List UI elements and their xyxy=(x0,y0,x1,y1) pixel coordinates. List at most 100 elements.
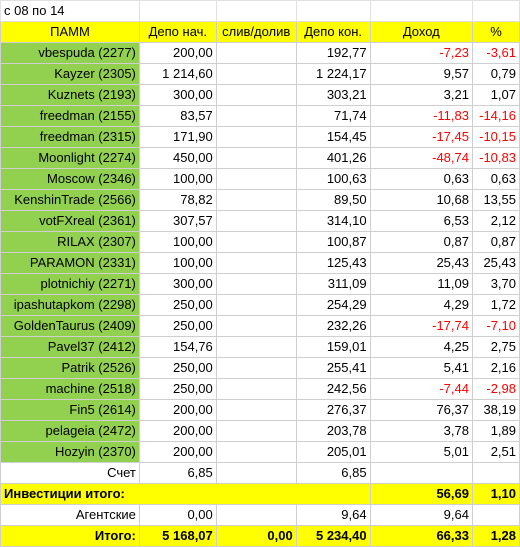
percent-cell[interactable]: 1,07 xyxy=(471,84,520,106)
depo-end-cell[interactable]: 100,87 xyxy=(295,231,371,253)
period-title[interactable]: с 08 по 14 xyxy=(0,0,140,22)
agent-sliv-doliv[interactable] xyxy=(215,504,297,526)
percent-cell[interactable]: 38,19 xyxy=(471,399,520,421)
depo-end-cell[interactable]: 401,26 xyxy=(295,147,371,169)
schet-income[interactable] xyxy=(369,462,473,484)
sliv-doliv-cell[interactable] xyxy=(215,147,297,169)
percent-cell[interactable]: 2,12 xyxy=(471,210,520,232)
sliv-doliv-cell[interactable] xyxy=(215,210,297,232)
sliv-doliv-cell[interactable] xyxy=(215,420,297,442)
sliv-doliv-cell[interactable] xyxy=(215,294,297,316)
total-label[interactable]: Итого: xyxy=(0,525,140,547)
total-end[interactable]: 5 234,40 xyxy=(295,525,371,547)
percent-cell[interactable]: -2,98 xyxy=(471,378,520,400)
percent-cell[interactable]: 0,79 xyxy=(471,63,520,85)
depo-end-cell[interactable]: 254,29 xyxy=(295,294,371,316)
sliv-doliv-cell[interactable] xyxy=(215,315,297,337)
pamm-name-cell[interactable]: freedman (2315) xyxy=(0,126,140,148)
depo-start-cell[interactable]: 200,00 xyxy=(138,441,217,463)
depo-end-cell[interactable]: 242,56 xyxy=(295,378,371,400)
schet-start[interactable]: 6,85 xyxy=(138,462,217,484)
depo-start-cell[interactable]: 250,00 xyxy=(138,357,217,379)
invest-total-income[interactable]: 56,69 xyxy=(369,483,473,505)
income-cell[interactable]: 76,37 xyxy=(369,399,473,421)
schet-end[interactable]: 6,85 xyxy=(295,462,371,484)
depo-start-cell[interactable]: 100,00 xyxy=(138,168,217,190)
total-percent[interactable]: 1,28 xyxy=(471,525,520,547)
depo-start-cell[interactable]: 154,76 xyxy=(138,336,217,358)
percent-cell[interactable]: 3,70 xyxy=(471,273,520,295)
depo-start-cell[interactable]: 200,00 xyxy=(138,420,217,442)
schet-sliv-doliv[interactable] xyxy=(215,462,297,484)
header-depo-end[interactable]: Депо кон. xyxy=(295,21,371,43)
depo-end-cell[interactable]: 205,01 xyxy=(295,441,371,463)
pamm-name-cell[interactable]: machine (2518) xyxy=(0,378,140,400)
agent-percent[interactable] xyxy=(471,504,520,526)
depo-end-cell[interactable]: 89,50 xyxy=(295,189,371,211)
percent-cell[interactable]: 1,72 xyxy=(471,294,520,316)
depo-end-cell[interactable]: 303,21 xyxy=(295,84,371,106)
sliv-doliv-cell[interactable] xyxy=(215,168,297,190)
total-income[interactable]: 66,33 xyxy=(369,525,473,547)
sliv-doliv-cell[interactable] xyxy=(215,105,297,127)
sliv-doliv-cell[interactable] xyxy=(215,357,297,379)
income-cell[interactable]: 3,21 xyxy=(369,84,473,106)
percent-cell[interactable]: -7,10 xyxy=(471,315,520,337)
percent-cell[interactable]: 2,75 xyxy=(471,336,520,358)
sliv-doliv-cell[interactable] xyxy=(215,273,297,295)
depo-start-cell[interactable]: 200,00 xyxy=(138,399,217,421)
sliv-doliv-cell[interactable] xyxy=(215,63,297,85)
depo-end-cell[interactable]: 154,45 xyxy=(295,126,371,148)
depo-end-cell[interactable]: 255,41 xyxy=(295,357,371,379)
pamm-name-cell[interactable]: votFXreal (2361) xyxy=(0,210,140,232)
income-cell[interactable]: 6,53 xyxy=(369,210,473,232)
depo-end-cell[interactable]: 276,37 xyxy=(295,399,371,421)
depo-end-cell[interactable]: 314,10 xyxy=(295,210,371,232)
invest-total-percent[interactable]: 1,10 xyxy=(471,483,520,505)
depo-start-cell[interactable]: 300,00 xyxy=(138,273,217,295)
depo-start-cell[interactable]: 100,00 xyxy=(138,252,217,274)
total-sliv-doliv[interactable]: 0,00 xyxy=(215,525,297,547)
income-cell[interactable]: 9,57 xyxy=(369,63,473,85)
sliv-doliv-cell[interactable] xyxy=(215,378,297,400)
sliv-doliv-cell[interactable] xyxy=(215,231,297,253)
header-depo-start[interactable]: Депо нач. xyxy=(138,21,217,43)
pamm-name-cell[interactable]: Hozyin (2370) xyxy=(0,441,140,463)
depo-start-cell[interactable]: 78,82 xyxy=(138,189,217,211)
percent-cell[interactable]: -10,83 xyxy=(471,147,520,169)
depo-start-cell[interactable]: 1 214,60 xyxy=(138,63,217,85)
agent-start[interactable]: 0,00 xyxy=(138,504,217,526)
income-cell[interactable]: -17,45 xyxy=(369,126,473,148)
depo-end-cell[interactable]: 232,26 xyxy=(295,315,371,337)
depo-start-cell[interactable]: 450,00 xyxy=(138,147,217,169)
sliv-doliv-cell[interactable] xyxy=(215,126,297,148)
header-percent[interactable]: % xyxy=(471,21,520,43)
pamm-name-cell[interactable]: Fin5 (2614) xyxy=(0,399,140,421)
header-income[interactable]: Доход xyxy=(369,21,473,43)
depo-end-cell[interactable]: 1 224,17 xyxy=(295,63,371,85)
depo-start-cell[interactable]: 83,57 xyxy=(138,105,217,127)
income-cell[interactable]: -17,74 xyxy=(369,315,473,337)
sliv-doliv-cell[interactable] xyxy=(215,441,297,463)
percent-cell[interactable]: -10,15 xyxy=(471,126,520,148)
sliv-doliv-cell[interactable] xyxy=(215,42,297,64)
depo-start-cell[interactable]: 171,90 xyxy=(138,126,217,148)
total-start[interactable]: 5 168,07 xyxy=(138,525,217,547)
sliv-doliv-cell[interactable] xyxy=(215,252,297,274)
pamm-name-cell[interactable]: GoldenTaurus (2409) xyxy=(0,315,140,337)
depo-end-cell[interactable]: 311,09 xyxy=(295,273,371,295)
pamm-name-cell[interactable]: pelageia (2472) xyxy=(0,420,140,442)
depo-end-cell[interactable]: 71,74 xyxy=(295,105,371,127)
depo-start-cell[interactable]: 200,00 xyxy=(138,42,217,64)
income-cell[interactable]: 4,29 xyxy=(369,294,473,316)
income-cell[interactable]: 4,25 xyxy=(369,336,473,358)
income-cell[interactable]: 10,68 xyxy=(369,189,473,211)
income-cell[interactable]: -7,44 xyxy=(369,378,473,400)
depo-end-cell[interactable]: 125,43 xyxy=(295,252,371,274)
depo-start-cell[interactable]: 100,00 xyxy=(138,231,217,253)
income-cell[interactable]: -48,74 xyxy=(369,147,473,169)
depo-start-cell[interactable]: 300,00 xyxy=(138,84,217,106)
pamm-name-cell[interactable]: Kayzer (2305) xyxy=(0,63,140,85)
percent-cell[interactable]: 25,43 xyxy=(471,252,520,274)
header-sliv-doliv[interactable]: слив/долив xyxy=(215,21,297,43)
